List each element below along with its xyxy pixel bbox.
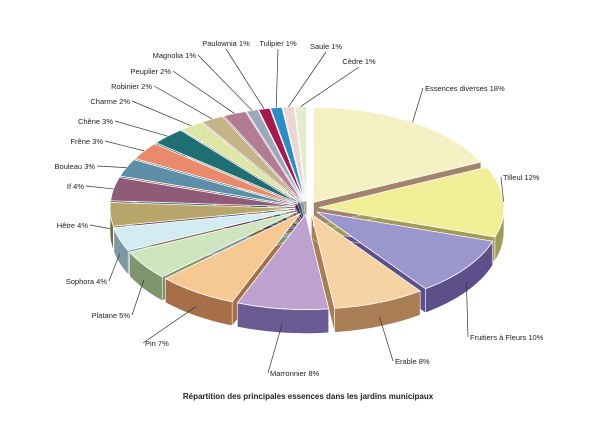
leader-line-tilleul bbox=[500, 176, 504, 202]
slice-label-tulipier: Tulipier 1% bbox=[259, 39, 297, 48]
slice-label-erable: Erable 8% bbox=[395, 357, 430, 366]
pie-slice-charme bbox=[181, 122, 301, 203]
slice-label-cedre: Cèdre 1% bbox=[342, 57, 376, 66]
pie-slice-erable bbox=[310, 213, 422, 309]
pie-slice-saule bbox=[282, 106, 307, 202]
pie-slice-if bbox=[110, 176, 296, 208]
leader-line-charme bbox=[131, 100, 192, 127]
leader-line-pin bbox=[142, 306, 197, 344]
slice-label-essences-diverses: Essences diverses 18% bbox=[425, 84, 505, 93]
slice-label-robinier: Robinier 2% bbox=[111, 82, 152, 91]
slice-label-frene: Frêne 3% bbox=[70, 137, 103, 146]
leader-line-chene bbox=[114, 120, 168, 137]
leader-line-tulipier bbox=[275, 48, 279, 108]
slice-label-marronnier: Marronnier 8% bbox=[270, 369, 320, 378]
pie-slice-robinier bbox=[201, 115, 302, 203]
leader-line-marronnier bbox=[267, 323, 283, 374]
leader-line-frene bbox=[104, 140, 145, 152]
leader-line-cedre bbox=[300, 66, 360, 107]
leader-line-sophora bbox=[108, 253, 120, 282]
leader-line-erable bbox=[379, 316, 394, 362]
slice-label-paulownia: Paulownia 1% bbox=[202, 39, 250, 48]
pie-slice-hetre bbox=[109, 202, 296, 227]
slice-label-pin: Pin 7% bbox=[145, 339, 169, 348]
leader-line-magnolia bbox=[197, 54, 253, 111]
leader-line-saule bbox=[288, 51, 327, 108]
slice-label-bouleau: Bouleau 3% bbox=[55, 162, 96, 171]
slice-label-hetre: Hêtre 4% bbox=[57, 221, 89, 230]
pie-slice-pin bbox=[164, 213, 301, 303]
leader-line-robinier bbox=[153, 85, 213, 120]
leader-line-peuplier bbox=[172, 70, 235, 114]
leader-line-paulownia bbox=[225, 48, 265, 110]
pie-slice-essences-diverses bbox=[313, 107, 482, 203]
slice-label-platane: Platane 5% bbox=[92, 311, 131, 320]
slice-label-sophora: Sophora 4% bbox=[66, 277, 108, 286]
leader-line-hetre bbox=[89, 224, 111, 230]
chart-title: Répartition des principales essences dan… bbox=[182, 392, 434, 401]
pie-slice-paulownia bbox=[257, 107, 305, 202]
pie-slice-platane bbox=[128, 211, 298, 278]
slice-label-charme: Charme 2% bbox=[90, 97, 130, 106]
slice-label-peuplier: Peuplier 2% bbox=[131, 67, 172, 76]
slice-label-saule: Saule 1% bbox=[310, 42, 342, 51]
leader-line-essences-diverses bbox=[412, 87, 424, 123]
slice-label-if: If 4% bbox=[67, 182, 84, 191]
leader-line-bouleau bbox=[96, 165, 127, 168]
slice-label-chene: Chêne 3% bbox=[78, 117, 113, 126]
pie-slice-marronnier bbox=[236, 213, 330, 310]
pie-slice-magnolia bbox=[245, 109, 305, 202]
leader-line-platane bbox=[131, 279, 145, 316]
pie-slice-sophora bbox=[113, 209, 296, 251]
leader-line-if bbox=[85, 185, 114, 190]
pie-slice-fruitiers-a-fleurs bbox=[316, 211, 494, 290]
leader-line-fruitiers-a-fleurs bbox=[466, 282, 469, 338]
slice-label-magnolia: Magnolia 1% bbox=[153, 51, 197, 60]
slice-label-tilleul: Tilleul 12% bbox=[503, 173, 540, 182]
slice-label-fruitiers-a-fleurs: Fruitiers à Fleurs 10% bbox=[470, 333, 544, 342]
